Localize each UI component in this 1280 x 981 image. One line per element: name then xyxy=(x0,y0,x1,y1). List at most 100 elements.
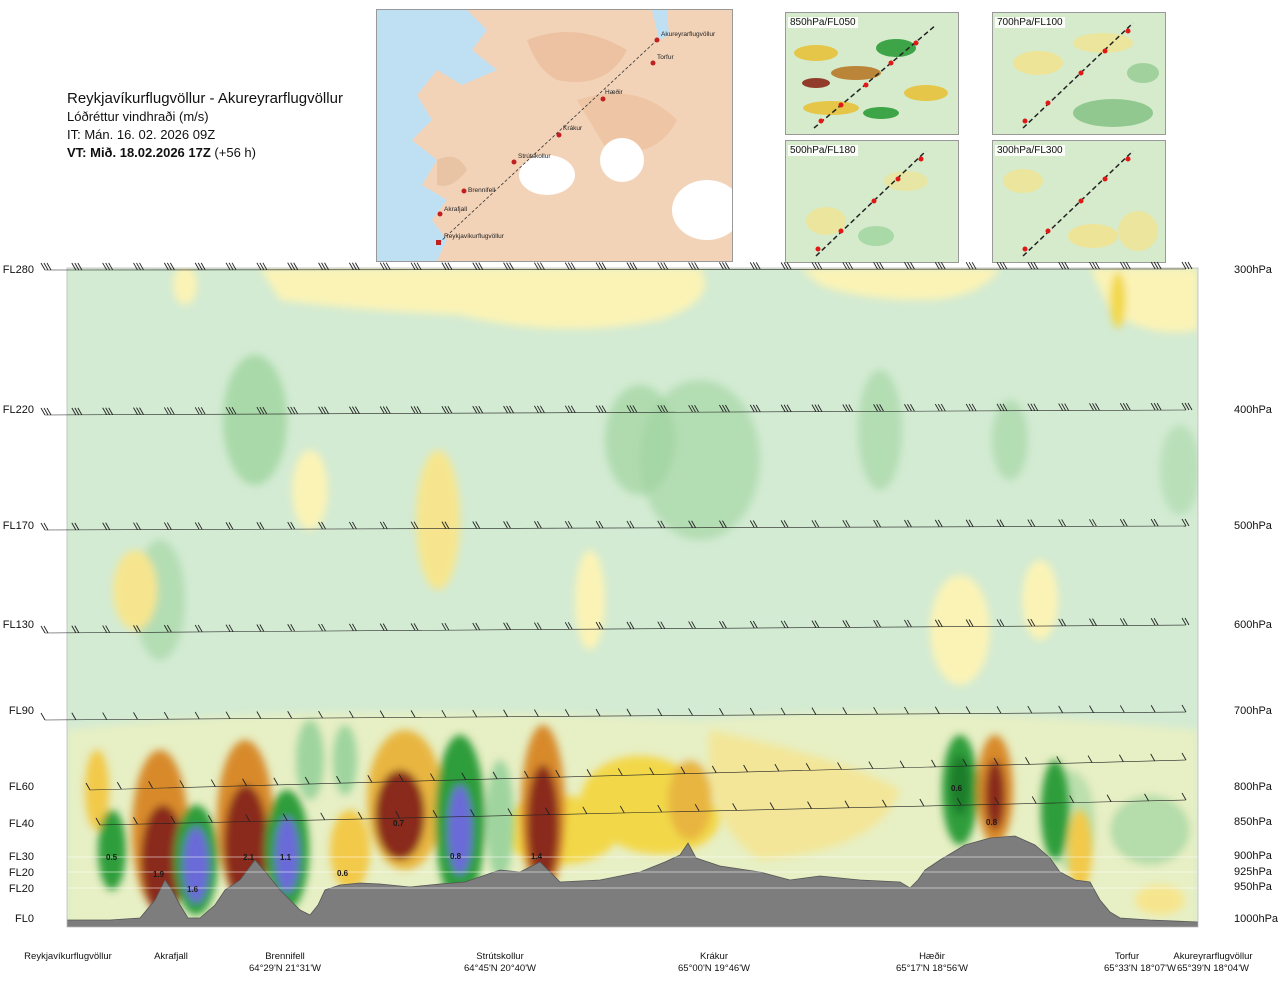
wind-barb xyxy=(749,707,755,716)
wind-barb xyxy=(845,519,851,528)
wind-barb xyxy=(318,521,323,530)
wind-barb xyxy=(225,711,231,719)
wind-barb xyxy=(194,711,200,720)
wind-barb xyxy=(379,521,385,530)
wind-barb xyxy=(503,521,508,529)
wind-barb xyxy=(962,758,968,767)
wind-barb xyxy=(475,262,481,270)
wind-barb xyxy=(102,407,108,415)
pressure-label-950: 950hPa xyxy=(1234,881,1272,893)
wind-barb xyxy=(416,406,422,414)
wind-barb xyxy=(752,620,758,629)
wind-barb xyxy=(564,709,570,717)
wind-barb xyxy=(1184,261,1190,270)
wind-barb xyxy=(163,262,169,271)
wind-barb xyxy=(663,405,669,413)
wind-barb xyxy=(1144,793,1149,802)
wind-barb xyxy=(413,406,419,414)
wind-barb xyxy=(503,262,508,270)
wind-barb xyxy=(1187,402,1193,411)
wind-barb xyxy=(256,522,262,530)
wind-barb xyxy=(629,262,635,270)
wind-barb xyxy=(582,806,588,815)
wind-barbs xyxy=(40,261,1193,826)
fl-label-fl20a: FL20 xyxy=(8,867,34,879)
wind-barb xyxy=(934,706,940,714)
wind-barb xyxy=(626,405,632,413)
wind-barb xyxy=(688,621,693,629)
wind-barb xyxy=(133,625,138,633)
wind-barb xyxy=(842,404,848,412)
panel-label: 700hPa/FL100 xyxy=(995,17,1065,28)
wind-barb xyxy=(1061,403,1067,411)
wind-barb xyxy=(71,712,77,721)
wind-barb xyxy=(410,406,416,414)
wind-barb xyxy=(506,262,511,270)
wind-barb xyxy=(567,520,573,529)
annotation-value: 0.8 xyxy=(450,852,462,861)
panel-300hpa: 300hPa/FL300 xyxy=(992,140,1166,263)
wind-barb xyxy=(385,406,391,414)
wind-barb xyxy=(1089,261,1094,270)
wind-barb xyxy=(937,403,943,412)
wind-barb xyxy=(570,262,576,270)
wind-barb xyxy=(968,403,974,412)
station-coord: 64°29'N 21°31'W xyxy=(249,963,321,974)
station-label: Reykjavíkurflugvöllur xyxy=(20,951,116,963)
value-annotations: 0.5 1.9 1.6 2.1 1.1 0.6 0.7 0.8 1.4 0.6 … xyxy=(106,784,998,894)
wind-barb xyxy=(1181,752,1187,761)
terrain-profile xyxy=(67,835,1198,927)
wind-barb xyxy=(40,712,46,721)
wind-barb xyxy=(910,262,915,270)
wind-barb xyxy=(725,262,730,270)
wind-barb xyxy=(595,708,601,717)
wind-barb xyxy=(163,407,169,415)
wind-barb xyxy=(348,406,354,414)
wind-barb xyxy=(1064,261,1070,270)
wind-barb xyxy=(1058,261,1064,270)
station-name: Akureyrarflugvöllur xyxy=(1173,951,1253,962)
fl-label-fl0: FL0 xyxy=(15,913,34,925)
wind-barb xyxy=(228,262,234,271)
wind-barb xyxy=(1119,518,1125,527)
wind-barb xyxy=(225,262,231,271)
wind-barb xyxy=(876,519,882,528)
wind-barb xyxy=(524,770,529,779)
pressure-label-850: 850hPa xyxy=(1234,816,1272,828)
wind-barb xyxy=(931,759,936,768)
wind-barb xyxy=(934,403,940,412)
wind-barb xyxy=(287,262,293,271)
wind-barb xyxy=(1061,618,1067,627)
wind-barb xyxy=(321,623,326,632)
wind-barb xyxy=(968,519,974,527)
wind-barb xyxy=(225,522,231,530)
wind-barb xyxy=(694,262,699,270)
wind-barb xyxy=(688,708,693,716)
wind-barb xyxy=(1150,704,1156,713)
wind-barb xyxy=(444,521,450,529)
wind-barb xyxy=(937,619,943,627)
wind-barb xyxy=(999,619,1005,627)
wind-barb xyxy=(749,620,755,629)
wind-barb xyxy=(848,262,854,270)
wind-barb xyxy=(749,520,755,528)
wind-barb xyxy=(999,519,1005,527)
wind-barb xyxy=(844,800,850,808)
wind-barb xyxy=(626,520,632,529)
wind-barb xyxy=(379,262,385,270)
wind-barb xyxy=(805,763,811,771)
barb-row-line xyxy=(89,759,1187,791)
fl-label-fl280: FL280 xyxy=(2,264,34,276)
wind-barb xyxy=(1122,403,1128,411)
wind-barb xyxy=(430,773,435,781)
wind-barb xyxy=(441,406,447,414)
map-label-akrafjall: Akrafjall xyxy=(444,206,468,213)
wind-barb xyxy=(166,262,172,271)
wind-barb xyxy=(564,520,570,529)
wind-barb xyxy=(1027,705,1033,714)
wind-barb xyxy=(691,404,696,413)
wind-barb xyxy=(817,262,823,270)
wind-barb xyxy=(470,809,475,817)
wind-barb xyxy=(475,622,481,631)
wind-barb xyxy=(166,407,172,415)
